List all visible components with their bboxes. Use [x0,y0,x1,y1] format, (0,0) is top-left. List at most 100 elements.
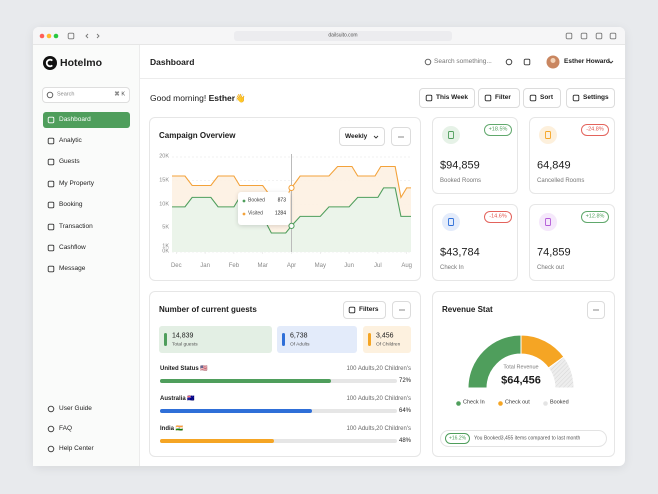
stat-value: 74,859 [537,246,571,259]
icon-shape [608,60,614,64]
stat-icon-bg [539,126,557,144]
header-divider [140,78,625,79]
stat-label: Check In [440,265,464,271]
icon [47,405,55,413]
greeting-name: Esther👋 [208,92,246,103]
footer-badge-text: +16.2% [448,435,467,441]
x-tick-label: Aug [401,263,413,269]
legend-dot [497,400,503,406]
icon-dot [597,309,599,311]
icon-shape [47,244,55,252]
card [529,204,615,281]
period-select[interactable] [339,127,385,146]
icon-dot [402,309,405,311]
icon-shape [565,32,573,40]
gauge-total: $64,456 [501,374,541,387]
nav-label: Analytic [59,136,82,144]
stat-change: -14.6% [489,213,507,220]
card [432,117,518,194]
tooltip-value: 873 [277,197,286,204]
icon [348,306,356,314]
revenue-footer [440,430,607,447]
legend-dot [242,212,246,216]
progress-label: 64% [398,408,411,414]
nav-item[interactable] [43,240,130,256]
toolbar-button[interactable] [478,88,520,108]
x-tick-label: Jan [200,263,210,269]
icon-shape [47,180,55,188]
progress-track [160,439,397,443]
legend-dot [497,400,503,406]
icon-shape [424,58,432,66]
icon-shape [484,94,492,102]
total-indicator [368,333,371,346]
filter-label: Filters [359,305,379,313]
logo [43,56,57,70]
toolbar-label: Settings [583,93,609,101]
icon [47,137,55,145]
filter-button[interactable] [343,301,386,319]
nav-item[interactable] [43,197,130,213]
search-shortcut: ⌘ K [114,91,125,98]
total-label: Of Adults [290,342,310,348]
icon [425,94,433,102]
total-value: 6,738 [290,332,308,340]
nav-item[interactable] [43,133,130,149]
more-button[interactable] [392,301,411,319]
card-title: Campaign Overview [159,131,236,140]
icon-shape [523,58,531,66]
toolbar-button[interactable] [419,88,475,108]
window-dot [46,33,52,39]
stat-label: Check out [537,265,565,271]
toolbar-button[interactable] [566,88,615,108]
tooltip-dot [242,199,246,203]
icon [47,201,55,209]
footer-nav-label: Help Center [59,444,94,452]
icon [572,94,580,102]
icon [373,135,379,139]
card [432,291,615,457]
user-name: Esther Howard [564,57,610,65]
stat-label: Cancelled Rooms [537,178,585,184]
icon-dot [400,135,402,138]
legend-label: Check In [463,399,485,406]
stat-icon-glyph [545,218,551,226]
icon [529,94,537,102]
nav-label: Message [59,264,86,272]
icon-shape [47,405,55,413]
stat-change: +12.8% [585,213,605,220]
tooltip-label: Booked [248,197,265,204]
icon [47,116,55,124]
icon-dot [398,135,400,138]
url-text: dailsuito.com [328,32,358,39]
stat-icon [539,213,557,231]
icon-shape [46,91,54,99]
total-value: 14,839 [172,332,194,340]
footer-nav-label: FAQ [59,424,73,432]
stat-badge [581,211,609,223]
legend-dot [542,400,548,406]
footer-badge [445,433,470,444]
icon-shape [572,94,580,102]
avatar [546,55,560,69]
icon [67,32,75,40]
stat-value: $43,784 [440,246,480,259]
y-tick-label: 20K [159,153,169,160]
nav-item[interactable] [43,421,130,437]
sidebar-search[interactable] [42,87,130,103]
icon [609,32,617,40]
more-button[interactable] [587,301,605,319]
country-name: Australia 🇦🇺 [160,396,195,402]
nav-item[interactable] [43,154,130,170]
more-button[interactable] [391,127,411,146]
period-label: Weekly [345,132,368,140]
icon [47,158,55,166]
toolbar-button[interactable] [523,88,561,108]
icon [593,309,599,311]
icon-dot [400,309,403,311]
nav-label: Dashboard [59,115,91,123]
icon [47,445,55,453]
nav-item[interactable] [43,261,130,277]
icon-dot [402,135,404,138]
